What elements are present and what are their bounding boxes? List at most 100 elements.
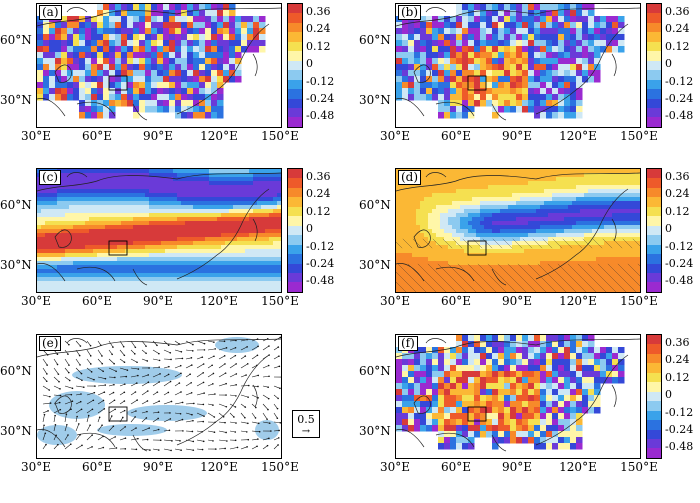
colorbar-segment [647, 178, 661, 188]
lon-label: 120°E [559, 294, 597, 308]
lon-label: 90°E [501, 129, 533, 143]
colorbar-segment [647, 60, 661, 71]
colorbar-segment [647, 206, 661, 217]
lon-label: 150°E [620, 294, 658, 308]
colorbar-label: 0.36 [665, 5, 690, 18]
lon-label: 60°E [81, 460, 113, 474]
colorbar-label: 0 [665, 222, 672, 236]
colorbar-segment [647, 391, 661, 402]
colorbar-segment [288, 13, 302, 23]
lon-label: 150°E [620, 129, 658, 143]
colorbar-segment [288, 225, 302, 236]
colorbar-segment [288, 216, 302, 226]
colorbar-segment [647, 4, 661, 14]
colorbar-segment [288, 107, 302, 118]
lon-label: 120°E [559, 129, 597, 143]
colorbar-segment [288, 4, 302, 14]
colorbar-segment [647, 169, 661, 179]
colorbar-label: -0.12 [306, 74, 335, 88]
colorbar [646, 334, 662, 459]
panel-label: (e) [39, 336, 62, 351]
colorbar-segment [647, 89, 661, 99]
lon-label: 90°E [501, 460, 533, 474]
lon-label: 60°E [81, 294, 113, 308]
colorbar-segment [647, 438, 661, 449]
colorbar-segment [647, 244, 661, 255]
colorbar-label: -0.48 [306, 109, 335, 123]
lon-label: 60°E [81, 129, 113, 143]
lat-label: 30°N [359, 93, 391, 107]
lon-label: 30°E [20, 294, 52, 308]
lon-label: 90°E [142, 460, 174, 474]
lat-label: 30°N [359, 424, 391, 438]
colorbar-segment [647, 235, 661, 245]
colorbar-segment [647, 107, 661, 118]
colorbar-segment [647, 344, 661, 354]
lon-label: 30°E [20, 460, 52, 474]
lon-label: 90°E [501, 294, 533, 308]
colorbar-segment [647, 335, 661, 345]
colorbar-segment [288, 117, 302, 127]
colorbar-segment [647, 79, 661, 90]
vector-reference-arrow: → [301, 426, 311, 437]
colorbar-segment [288, 22, 302, 33]
colorbar-label: 0 [665, 57, 672, 71]
lon-label: 60°E [440, 129, 472, 143]
panel-label: (a) [39, 5, 62, 20]
colorbar-label: -0.24 [665, 92, 694, 105]
colorbar-segment [647, 22, 661, 33]
map-area: (c) [36, 168, 282, 293]
lat-label: 30°N [0, 93, 32, 107]
colorbar-segment [647, 187, 661, 198]
colorbar-segment [647, 13, 661, 23]
lon-label: 150°E [261, 129, 299, 143]
colorbar [287, 168, 303, 293]
map-plot [37, 169, 281, 292]
lon-label: 120°E [200, 294, 238, 308]
lon-label: 30°E [379, 294, 411, 308]
colorbar-segment [288, 178, 302, 188]
colorbar-label: 0.12 [665, 370, 690, 384]
colorbar-label: 0 [306, 57, 313, 71]
colorbar-segment [288, 282, 302, 292]
colorbar-segment [288, 41, 302, 52]
panel-label: (d) [398, 170, 422, 185]
map-area: (a) [36, 3, 282, 128]
colorbar-segment [647, 272, 661, 283]
colorbar [287, 3, 303, 128]
colorbar-segment [647, 98, 661, 108]
colorbar-segment [288, 89, 302, 99]
map-plot [37, 335, 281, 458]
colorbar-label: -0.48 [665, 109, 694, 123]
colorbar-segment [288, 235, 302, 245]
colorbar-segment [288, 79, 302, 90]
colorbar-label: -0.48 [665, 440, 694, 454]
colorbar-segment [647, 254, 661, 264]
colorbar-label: 0.24 [665, 22, 690, 36]
colorbar-label: 0.24 [665, 187, 690, 201]
map-area: (e) [36, 334, 282, 459]
colorbar-label: -0.24 [306, 92, 335, 105]
colorbar-segment [647, 410, 661, 421]
lat-label: 30°N [0, 258, 32, 272]
lat-label: 30°N [0, 424, 32, 438]
colorbar-segment [288, 272, 302, 283]
colorbar-segment [647, 197, 661, 207]
colorbar-segment [647, 448, 661, 458]
colorbar-segment [647, 70, 661, 80]
colorbar-segment [288, 244, 302, 255]
colorbar-segment [647, 216, 661, 226]
colorbar-label: -0.24 [306, 257, 335, 270]
lon-label: 60°E [440, 294, 472, 308]
colorbar-segment [288, 51, 302, 61]
colorbar-segment [647, 51, 661, 61]
colorbar-label: 0.36 [665, 336, 690, 349]
panel-label: (f) [398, 336, 418, 351]
lat-label: 60°N [359, 364, 391, 378]
map-area: (f) [395, 334, 641, 459]
colorbar-label: 0.36 [306, 170, 331, 183]
colorbar-segment [647, 117, 661, 127]
colorbar [646, 3, 662, 128]
map-area: (b) [395, 3, 641, 128]
colorbar-label: 0.12 [665, 39, 690, 53]
